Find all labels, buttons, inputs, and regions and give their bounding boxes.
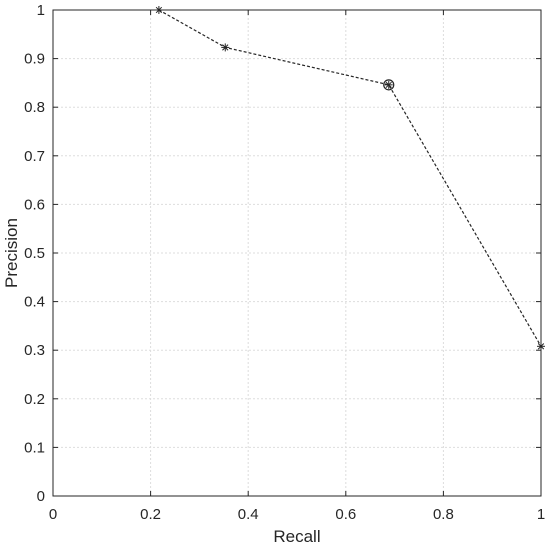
x-tick-label: 0.4 bbox=[238, 506, 259, 523]
y-tick-label: 0.4 bbox=[24, 294, 45, 311]
x-tick-label: 0 bbox=[49, 506, 57, 523]
data-point-marker bbox=[384, 80, 393, 89]
y-tick-label: 0.6 bbox=[24, 196, 45, 213]
y-tick-label: 0.1 bbox=[24, 439, 45, 456]
x-tick-label: 1 bbox=[537, 506, 545, 523]
grid-lines bbox=[53, 10, 541, 496]
x-axis-ticks: 0 0.2 0.4 0.6 0.8 1 bbox=[49, 10, 545, 523]
data-point-marker bbox=[537, 342, 545, 351]
series-layer bbox=[154, 6, 545, 351]
y-tick-label: 0.8 bbox=[24, 99, 45, 116]
y-tick-label: 0.2 bbox=[24, 391, 45, 408]
y-tick-label: 0.3 bbox=[24, 342, 45, 359]
y-axis-ticks: 0 0.1 0.2 0.3 0.4 0.5 0.6 0.7 0.8 0.9 1 bbox=[24, 2, 541, 505]
x-tick-label: 0.2 bbox=[140, 506, 161, 523]
data-point-marker bbox=[154, 6, 163, 14]
series-line bbox=[158, 9, 542, 347]
x-tick-label: 0.6 bbox=[335, 506, 356, 523]
x-tick-label: 0.8 bbox=[433, 506, 454, 523]
y-tick-label: 0.7 bbox=[24, 148, 45, 165]
y-tick-label: 1 bbox=[37, 2, 45, 19]
y-tick-label: 0 bbox=[37, 488, 45, 505]
y-axis-label: Precision bbox=[2, 218, 21, 288]
highlighted-point-circle bbox=[383, 79, 395, 91]
y-tick-label: 0.9 bbox=[24, 51, 45, 68]
data-point-marker bbox=[221, 43, 230, 52]
x-axis-label: Recall bbox=[273, 527, 320, 546]
y-tick-label: 0.5 bbox=[24, 245, 45, 262]
